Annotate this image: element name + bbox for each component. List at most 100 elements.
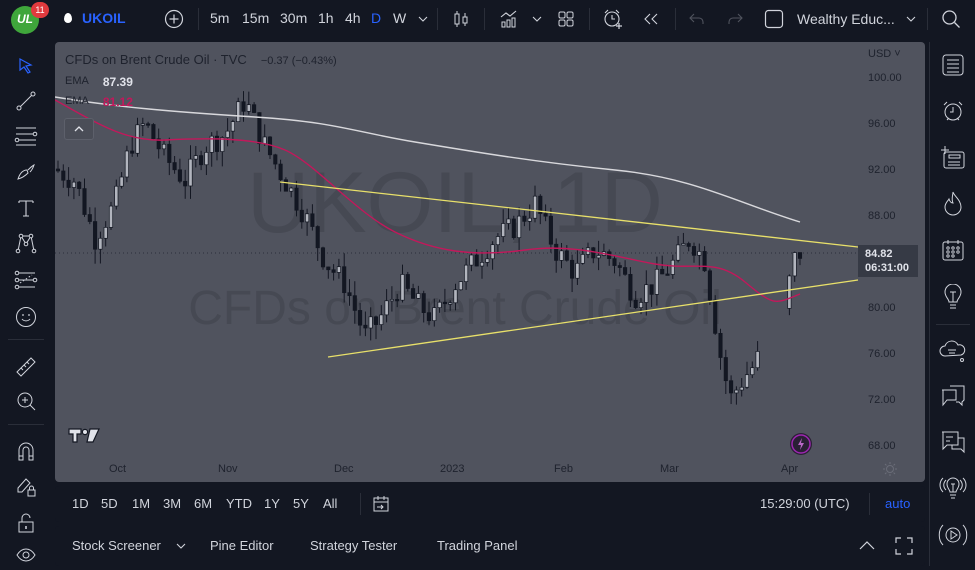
chevron-down-icon[interactable] [176,543,186,549]
tool-text[interactable] [11,193,41,223]
intervals-dropdown[interactable] [417,14,429,24]
notification-badge: 11 [31,2,49,18]
tab-trading-panel[interactable]: Trading Panel [437,538,518,553]
indicators-dropdown[interactable] [531,14,543,24]
utc-clock[interactable]: 15:29:00 (UTC) [760,496,850,511]
top-toolbar: UL 11 UKOIL 5m 15m 30m 1h 4h D W [0,0,975,38]
tool-brush[interactable] [11,156,41,186]
price-change: −0.37 (−0.43%) [260,55,337,67]
range-1d[interactable]: 1D [72,496,89,511]
range-5y[interactable]: 5Y [293,496,309,511]
chevron-down-icon [906,16,916,22]
auto-scale-toggle[interactable]: auto [885,496,911,511]
tradingview-logo-icon[interactable] [68,427,100,443]
price-axis[interactable]: USD ˅ 100.00 96.00 92.00 88.00 80.00 76.… [858,42,925,457]
tool-cursor[interactable] [11,51,41,81]
private-chats-button[interactable] [938,427,968,457]
tool-fib[interactable] [11,121,41,151]
hotlists-button[interactable] [938,188,968,218]
ema-legend-2[interactable]: EMA 81.12 [65,95,337,109]
alerts-button[interactable] [938,96,968,126]
symbol-search[interactable]: UKOIL [64,10,126,26]
range-1m[interactable]: 1M [132,496,151,511]
compare-add-button[interactable] [164,9,184,29]
range-all[interactable]: All [323,496,338,511]
range-ytd[interactable]: YTD [226,496,252,511]
minds-button[interactable] [938,336,968,366]
symbol-name: UKOIL [82,10,126,26]
price-tick: 88.00 [868,210,896,222]
interval-d[interactable]: D [371,10,382,26]
tool-zoom[interactable] [11,386,41,416]
tool-magnet[interactable] [11,436,41,466]
search-icon [942,10,960,28]
interval-30m[interactable]: 30m [280,10,308,26]
bar-countdown: 06:31:00 [865,262,910,274]
grid-layout-icon [558,11,574,27]
lightning-event-icon[interactable] [789,432,813,456]
add-list-icon [941,146,965,169]
data-window-button[interactable] [938,142,968,172]
tool-prediction[interactable] [11,265,41,295]
collapse-legend-button[interactable] [64,118,94,140]
currency-selector[interactable]: USD ˅ [868,48,901,60]
tool-emoji[interactable] [11,302,41,332]
streams-button[interactable] [938,472,968,502]
widget-bar [929,42,975,566]
interval-5m[interactable]: 5m [210,10,230,26]
tool-patterns[interactable] [11,228,41,258]
range-5d[interactable]: 5D [101,496,118,511]
go-to-date-icon[interactable] [372,495,390,513]
search-button[interactable] [940,8,962,30]
interval-15m[interactable]: 15m [242,10,270,26]
settings-sun-icon[interactable] [883,462,897,476]
watchlist-button[interactable] [938,50,968,80]
flame-icon [944,191,962,216]
forecast-icon [14,270,38,290]
ruler-icon [16,357,36,377]
ideas-button[interactable] [938,282,968,312]
fullscreen-toggle[interactable] [763,9,785,29]
range-1y[interactable]: 1Y [264,496,280,511]
undo-icon [689,13,704,24]
interval-1h[interactable]: 1h [318,10,334,26]
alert-button[interactable] [601,8,625,30]
tool-trend-line[interactable] [11,86,41,116]
candles-icon [454,11,468,27]
chevron-up-icon[interactable] [858,539,876,551]
tool-hide[interactable] [11,540,41,570]
live-button[interactable] [938,520,968,550]
public-chats-button[interactable] [938,382,968,412]
magnet-icon [18,442,34,461]
tab-stock-screener[interactable]: Stock Screener [72,538,161,553]
tab-strategy-tester[interactable]: Strategy Tester [310,538,398,553]
replay-button[interactable] [641,9,661,29]
range-6m[interactable]: 6M [194,496,213,511]
interval-w[interactable]: W [393,10,407,26]
tool-lock-drawings[interactable] [11,471,41,501]
redo-button[interactable] [726,10,744,28]
brush-icon [17,164,35,180]
tab-pine-editor[interactable]: Pine Editor [210,538,274,553]
divider [198,8,199,30]
chart-pane[interactable]: UKOIL, 1D CFDs on Brent Crude Oil CFDs on… [55,42,925,482]
chevron-down-icon [418,16,428,22]
broadcast-bulb-icon [939,477,967,499]
indicators-button[interactable] [498,9,520,29]
interval-4h[interactable]: 4h [345,10,361,26]
ema-legend-1[interactable]: EMA 87.39 [65,75,337,89]
symbol-description[interactable]: CFDs on Brent Crude Oil · TVC [65,52,247,67]
watermark-symbol: UKOIL, 1D [247,155,663,251]
chart-type-button[interactable] [450,9,472,29]
layout-name[interactable]: Wealthy Educ... [797,11,895,27]
tool-measure[interactable] [11,352,41,382]
range-3m[interactable]: 3M [163,496,182,511]
tool-lock-all[interactable] [11,508,41,538]
time-axis[interactable]: Oct Nov Dec 2023 Feb Mar Apr [55,457,925,482]
undo-button[interactable] [688,10,706,28]
layouts-button[interactable] [556,9,576,29]
calendar-button[interactable] [938,235,968,265]
maximize-icon[interactable] [895,537,913,555]
layout-dropdown[interactable] [905,14,917,24]
